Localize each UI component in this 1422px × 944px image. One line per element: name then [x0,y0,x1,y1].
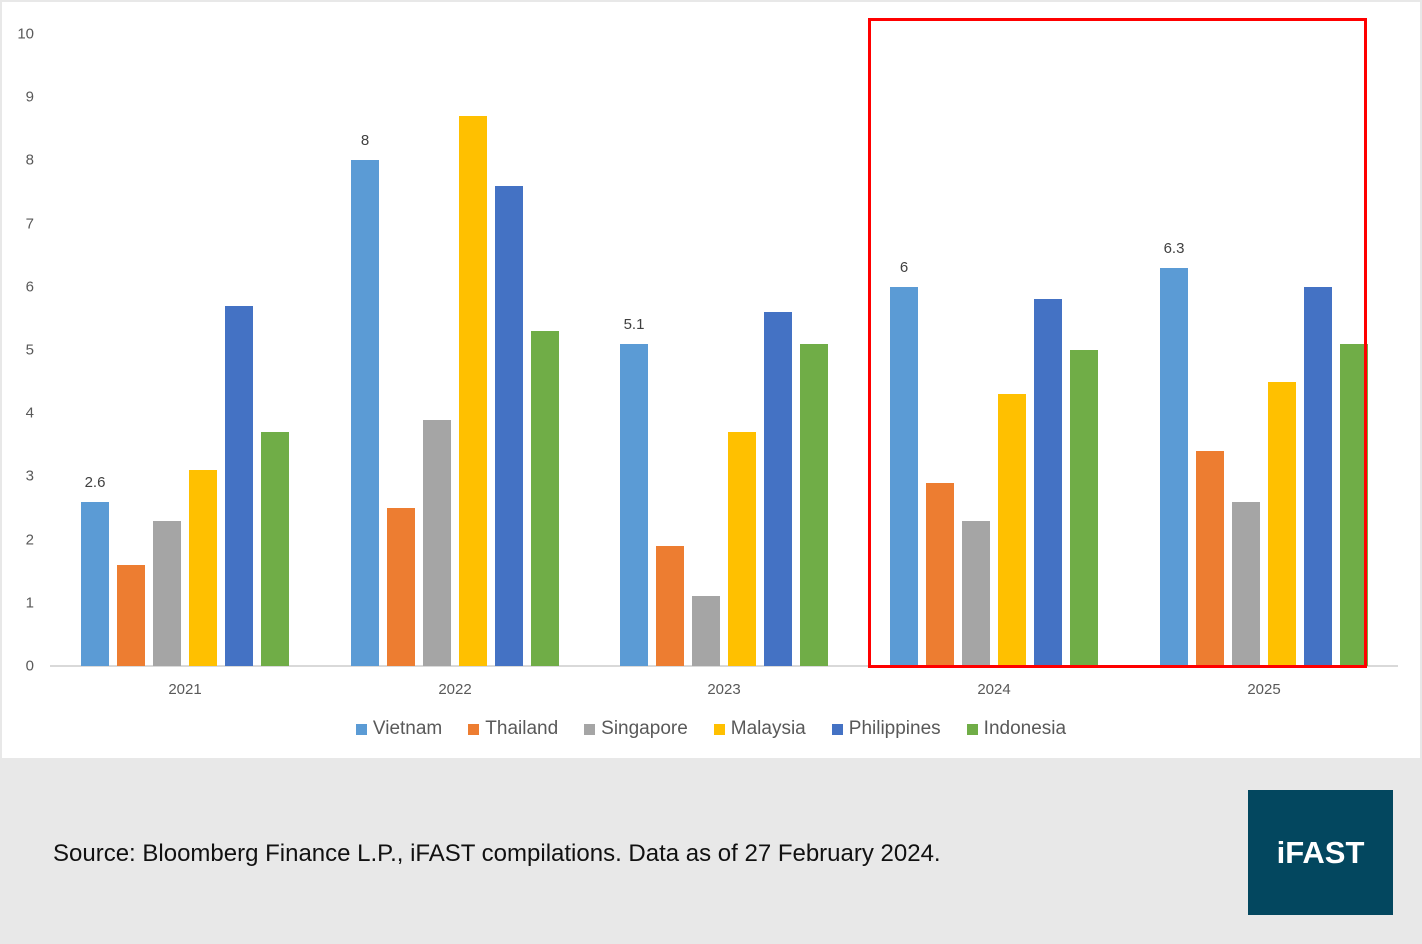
legend-label: Malaysia [730,718,806,739]
legend-swatch-icon [966,723,978,735]
bar-philippines-2022 [495,185,523,666]
legend-label: Indonesia [983,718,1067,739]
bar-thailand-2023 [656,545,684,666]
legend-item-thailand: Thailand [468,718,558,740]
y-tick-label: 2 [25,531,34,549]
y-tick-label: 5 [25,341,34,359]
bar-singapore-2024 [962,520,990,666]
bar-malaysia-2024 [998,394,1026,666]
x-tick-label: 2023 [707,681,741,698]
bar-indonesia-2023 [800,343,828,666]
x-tick-label: 2024 [977,681,1011,698]
bar-vietnam-2021 [81,501,109,666]
legend-swatch-icon [831,723,843,735]
legend-label: Singapore [601,718,688,739]
bar-singapore-2025 [1232,501,1260,666]
y-tick-label: 1 [25,594,34,612]
y-tick-label: 9 [25,88,34,106]
bar-singapore-2022 [423,419,451,666]
bar-philippines-2021 [225,305,253,666]
legend: Vietnam Thailand Singapore Malaysia Philippi… [0,718,1422,740]
legend-label: Vietnam [372,718,443,739]
bar-singapore-2021 [153,520,181,666]
x-tick-label: 2021 [168,681,202,698]
x-axis-line [50,665,1398,667]
legend-item-singapore: Singapore [584,718,688,740]
bar-vietnam-2025 [1160,267,1188,666]
legend-swatch-icon [713,723,725,735]
ifast-logo: iFAST [1248,790,1393,915]
bar-vietnam-2024 [890,286,918,666]
bar-malaysia-2021 [189,470,217,666]
bar-indonesia-2024 [1070,350,1098,666]
bar-thailand-2024 [926,482,954,666]
legend-swatch-icon [468,723,480,735]
y-tick-label: 7 [25,215,34,233]
bar-malaysia-2025 [1268,381,1296,666]
bar-indonesia-2021 [261,432,289,666]
legend-item-indonesia: Indonesia [966,718,1067,740]
y-tick-label: 6 [25,278,34,296]
data-label: 2.6 [84,473,106,491]
bar-philippines-2025 [1304,286,1332,666]
bar-vietnam-2022 [351,160,379,666]
source-note: Source: Bloomberg Finance L.P., iFAST co… [53,840,941,867]
bar-thailand-2022 [387,508,415,666]
legend-item-vietnam: Vietnam [355,718,443,740]
bar-malaysia-2023 [728,432,756,666]
bar-thailand-2025 [1196,451,1224,666]
bar-malaysia-2022 [459,116,487,666]
bar-singapore-2023 [692,596,720,666]
legend-label: Thailand [485,718,559,739]
bar-indonesia-2025 [1340,343,1368,666]
logo-text: iFAST [1276,834,1365,870]
legend-item-malaysia: Malaysia [713,718,806,740]
y-tick-label: 3 [25,467,34,485]
bar-philippines-2024 [1034,299,1062,666]
bar-philippines-2023 [764,312,792,666]
data-label: 6 [899,258,909,276]
legend-label: Philippines [848,718,941,739]
bar-vietnam-2023 [620,343,648,666]
y-tick-label: 0 [25,657,34,675]
data-label: 5.1 [623,315,645,333]
legend-swatch-icon [355,723,367,735]
y-tick-label: 4 [25,404,34,422]
bar-thailand-2021 [117,564,145,666]
data-label: 8 [360,132,370,150]
legend-item-philippines: Philippines [831,718,941,740]
data-label: 6.3 [1163,239,1185,257]
y-tick-label: 8 [25,151,34,169]
highlight-box-2024-2025 [868,18,1367,668]
y-tick-label: 10 [17,25,34,43]
x-tick-label: 2022 [438,681,472,698]
legend-swatch-icon [584,723,596,735]
x-tick-label: 2025 [1247,681,1281,698]
bar-indonesia-2022 [531,331,559,666]
